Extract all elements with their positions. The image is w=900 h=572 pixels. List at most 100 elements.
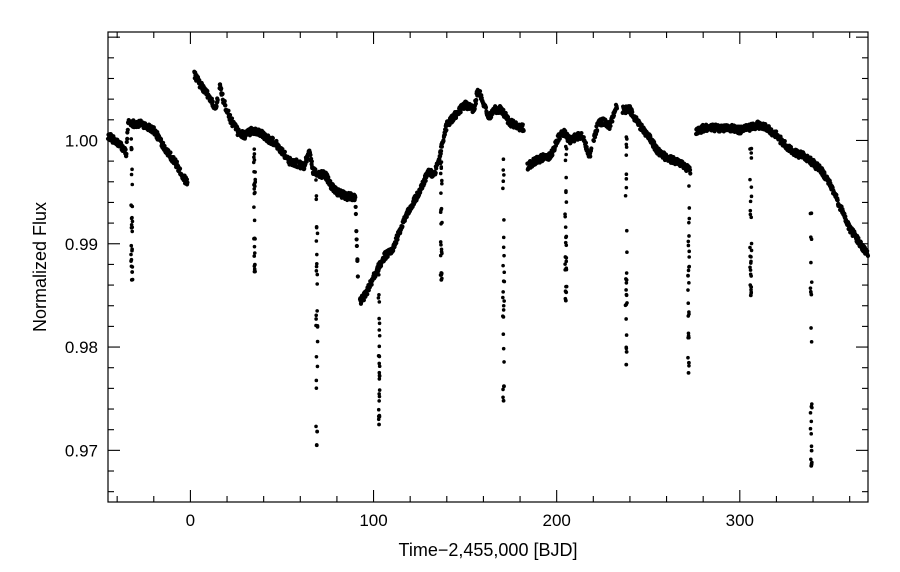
data-point <box>591 138 596 144</box>
data-point <box>563 144 568 149</box>
data-point <box>472 106 477 112</box>
data-point <box>377 316 381 321</box>
data-point <box>439 278 444 282</box>
data-point <box>563 225 568 229</box>
axis-ticks <box>108 32 868 502</box>
data-point <box>404 214 409 219</box>
data-point <box>439 165 444 169</box>
data-point <box>624 177 629 181</box>
data-point <box>474 97 479 103</box>
data-point <box>652 140 657 145</box>
data-point <box>215 97 220 103</box>
data-point <box>822 171 827 176</box>
data-point <box>687 184 691 188</box>
data-point <box>440 181 444 186</box>
data-point <box>564 175 568 180</box>
data-point <box>354 229 359 234</box>
data-point <box>377 328 382 332</box>
data-point <box>563 255 568 259</box>
data-point <box>749 156 754 160</box>
data-point <box>588 154 593 159</box>
data-point <box>214 104 219 109</box>
data-point <box>220 91 225 97</box>
data-point <box>809 340 814 344</box>
data-point <box>687 360 691 365</box>
x-tick-label: 0 <box>186 511 195 530</box>
data-point <box>624 278 629 282</box>
data-point <box>502 253 506 258</box>
data-point <box>501 168 506 172</box>
data-point <box>185 180 190 185</box>
data-point <box>353 195 358 200</box>
data-point <box>129 203 133 207</box>
data-point <box>808 426 813 431</box>
data-point <box>624 185 629 190</box>
data-point <box>439 149 444 153</box>
data-point <box>501 179 506 184</box>
plot-frame <box>107 31 869 503</box>
data-point <box>686 355 690 360</box>
data-point <box>624 346 629 351</box>
data-point <box>308 152 313 158</box>
data-point <box>314 197 319 202</box>
data-point <box>808 286 813 290</box>
data-point <box>129 252 133 257</box>
data-point <box>205 88 210 94</box>
data-point <box>688 171 693 176</box>
data-point <box>252 251 257 255</box>
data-point <box>314 264 319 269</box>
data-point <box>438 161 443 166</box>
data-point <box>624 281 629 285</box>
data-point <box>579 130 584 136</box>
data-point <box>809 463 814 468</box>
data-point <box>355 257 360 262</box>
data-point <box>501 290 505 294</box>
data-point <box>130 229 135 234</box>
data-point <box>314 386 319 390</box>
data-point <box>314 443 319 448</box>
data-point <box>624 288 628 292</box>
data-point <box>501 314 505 318</box>
data-point <box>252 262 257 267</box>
x-tick-label: 100 <box>359 511 387 530</box>
data-point <box>439 144 444 149</box>
data-point <box>623 193 628 198</box>
data-point <box>314 269 319 273</box>
data-point <box>501 235 506 240</box>
data-point <box>595 128 600 133</box>
data-point <box>440 251 444 256</box>
data-point <box>501 308 506 312</box>
data-point <box>177 166 183 171</box>
data-point <box>270 136 275 141</box>
data-point <box>809 448 814 453</box>
data-point <box>377 361 382 366</box>
data-point <box>130 265 135 269</box>
data-point <box>686 243 691 248</box>
data-point <box>377 344 382 349</box>
data-point <box>564 200 569 204</box>
data-point <box>314 239 319 243</box>
data-point <box>229 116 235 121</box>
data-point <box>252 269 257 274</box>
data-point <box>315 272 320 277</box>
data-point <box>843 214 848 219</box>
data-point <box>686 239 691 244</box>
data-point <box>625 250 629 254</box>
data-point <box>748 268 753 272</box>
data-point <box>624 142 629 147</box>
data-point <box>748 147 752 151</box>
data-point <box>252 152 257 156</box>
data-point <box>314 261 319 266</box>
data-point <box>223 103 228 108</box>
data-point <box>369 282 374 287</box>
data-point <box>438 240 443 244</box>
data-point <box>687 220 691 225</box>
data-point <box>748 265 752 270</box>
data-point <box>809 444 814 449</box>
data-point <box>473 101 478 106</box>
data-point <box>314 194 319 198</box>
data-point <box>748 245 752 250</box>
data-point <box>502 173 506 177</box>
data-point <box>125 136 130 141</box>
